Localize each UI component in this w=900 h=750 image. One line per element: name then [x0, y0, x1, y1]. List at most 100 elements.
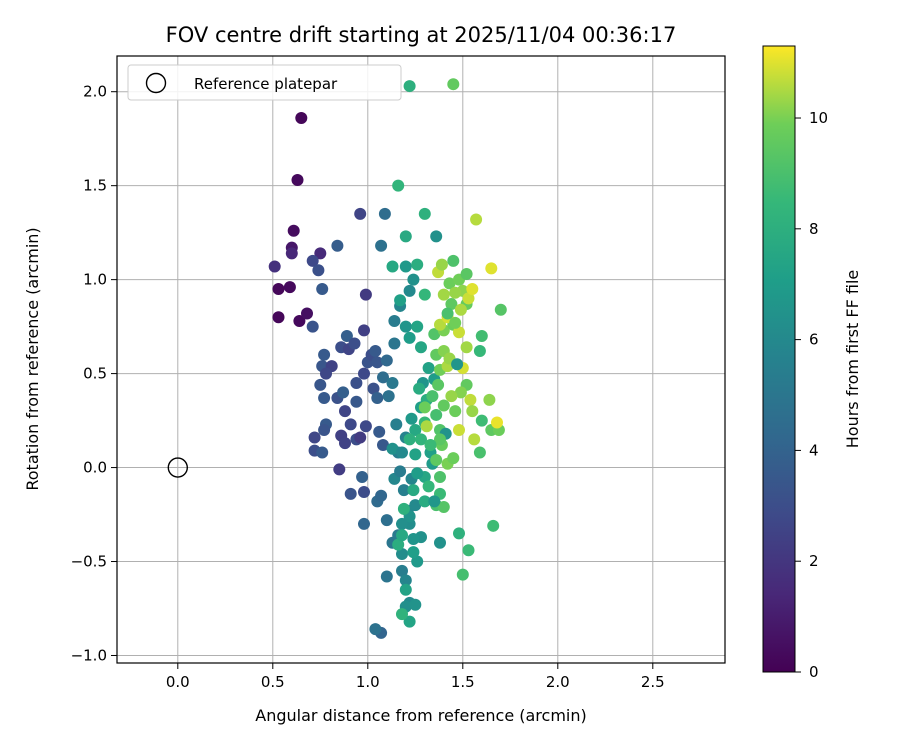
data-point [295, 112, 308, 125]
colorbar-tick-label: 0 [809, 663, 819, 681]
data-point [454, 303, 467, 316]
data-point [460, 341, 473, 354]
data-point [428, 328, 441, 341]
data-point [460, 267, 473, 280]
data-point [407, 546, 420, 559]
data-point [367, 382, 380, 395]
data-point [475, 330, 488, 343]
data-point [396, 517, 408, 530]
data-point [418, 495, 431, 508]
y-tick-label: 1.0 [83, 271, 107, 289]
grid-lines [117, 56, 725, 663]
data-point [441, 307, 454, 320]
data-point [430, 408, 443, 421]
data-point [409, 423, 422, 436]
data-point [293, 314, 306, 327]
data-point [399, 230, 412, 243]
data-point [449, 286, 462, 299]
data-point [434, 433, 446, 446]
colorbar-tick-label: 2 [809, 552, 819, 570]
data-point [422, 480, 435, 493]
data-point [475, 414, 488, 427]
data-point [283, 281, 296, 294]
data-point [358, 485, 370, 498]
data-point [378, 207, 391, 220]
data-point [407, 532, 420, 545]
data-point [437, 501, 450, 514]
data-point [268, 260, 281, 273]
data-point [272, 311, 285, 324]
data-point [340, 330, 353, 343]
data-point [337, 386, 350, 399]
data-point [354, 431, 367, 444]
data-point [312, 264, 325, 277]
data-point [377, 371, 389, 384]
data-point [369, 623, 382, 636]
data-point [428, 495, 441, 508]
data-point [453, 326, 465, 339]
y-tick-label: 1.5 [83, 177, 107, 195]
data-point [331, 239, 344, 252]
colorbar-tick-label: 8 [809, 220, 819, 238]
data-point [373, 425, 386, 438]
data-point [411, 467, 424, 480]
plot-frame [116, 55, 726, 664]
data-point [449, 405, 462, 418]
data-point [386, 442, 399, 455]
data-point [272, 283, 285, 296]
data-point [399, 574, 412, 587]
data-point [344, 418, 357, 431]
data-point [426, 390, 439, 403]
data-point [390, 418, 403, 431]
colorbar-ticks: 0 2 4 6 8 10 [795, 109, 828, 681]
data-point [407, 484, 420, 497]
data-point [409, 598, 422, 611]
data-point [356, 470, 369, 483]
data-point [454, 386, 467, 399]
data-point [371, 356, 384, 369]
data-point [382, 390, 395, 403]
data-point [403, 331, 416, 344]
data-point [430, 454, 443, 467]
data-point [314, 247, 327, 260]
y-axis-ticks: −1.0 −0.5 0.0 0.5 1.0 1.5 2.0 [71, 83, 117, 664]
data-point [358, 367, 370, 380]
data-point [487, 519, 500, 532]
data-point [291, 174, 304, 187]
data-point [396, 529, 408, 542]
data-point [418, 207, 431, 220]
data-point [434, 470, 446, 483]
data-point [394, 294, 407, 307]
data-point [456, 568, 469, 581]
data-point [392, 179, 405, 192]
data-point [377, 439, 389, 452]
data-point [369, 345, 382, 358]
data-point [466, 283, 479, 296]
data-point [451, 358, 464, 371]
data-point [494, 303, 507, 316]
data-point [344, 487, 357, 500]
data-point [409, 448, 422, 461]
data-point [447, 254, 460, 267]
data-point [473, 446, 486, 459]
data-point [403, 284, 416, 297]
data-point [359, 288, 372, 301]
data-point [411, 320, 424, 333]
data-point [415, 433, 427, 446]
y-tick-label: −1.0 [71, 646, 107, 664]
data-point [407, 273, 420, 286]
y-tick-label: 0.0 [83, 459, 107, 477]
data-point [422, 361, 435, 374]
x-tick-label: 0.5 [261, 673, 285, 691]
data-point [316, 283, 329, 296]
data-point [394, 465, 407, 478]
data-point [316, 446, 329, 459]
data-point [473, 345, 486, 358]
legend: Reference platepar [127, 64, 402, 101]
reference-platepar-marker [167, 457, 189, 478]
data-point [318, 423, 331, 436]
x-tick-label: 1.5 [451, 673, 475, 691]
data-point [348, 337, 361, 350]
data-point [432, 378, 445, 391]
data-points [268, 78, 507, 639]
